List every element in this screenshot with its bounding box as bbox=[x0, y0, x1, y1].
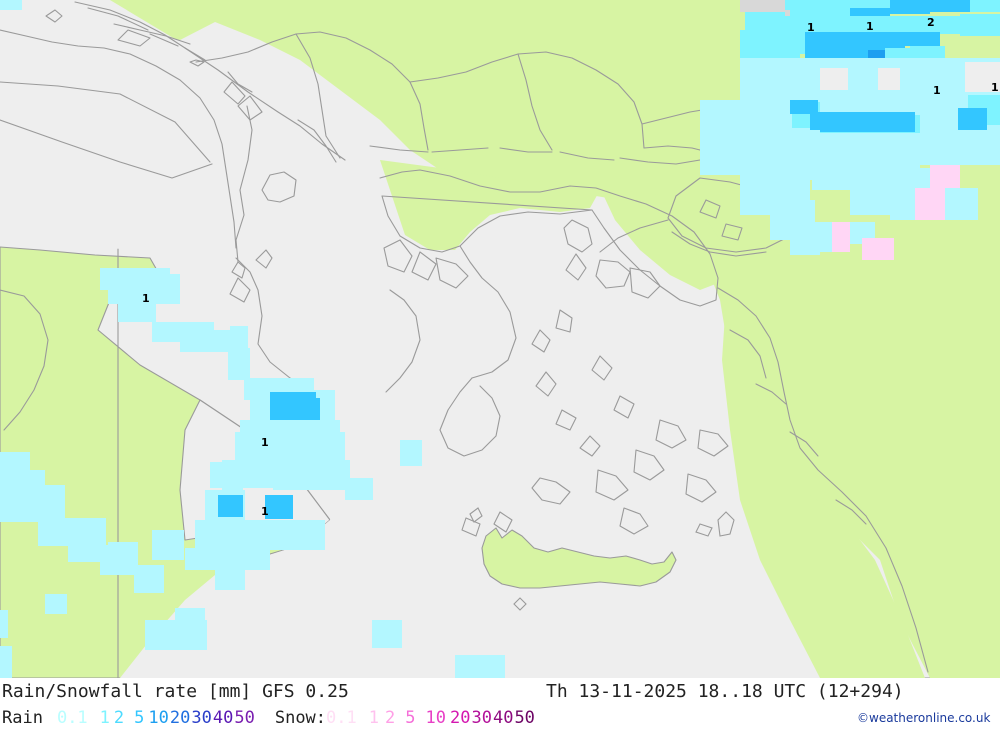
legend-step: 1 bbox=[99, 708, 110, 728]
precip-cell bbox=[790, 235, 820, 255]
legend-step: 2 bbox=[113, 708, 125, 728]
precip-cell bbox=[965, 62, 1000, 92]
precip-cell bbox=[770, 200, 815, 240]
precip-cell bbox=[175, 608, 205, 636]
precip-cell bbox=[0, 646, 12, 678]
legend-rain-label: Rain bbox=[2, 708, 43, 728]
legend-step: 10 bbox=[148, 708, 169, 728]
precip-cell bbox=[228, 348, 250, 380]
legend-step: 0.1 bbox=[326, 708, 357, 728]
legend-snow-label: Snow: bbox=[274, 708, 327, 728]
precip-value-label: 2 bbox=[927, 16, 935, 29]
precip-cell bbox=[118, 290, 156, 322]
precip-cell bbox=[185, 548, 270, 570]
precip-cell bbox=[0, 610, 8, 638]
precip-cell bbox=[180, 330, 245, 352]
precip-cell bbox=[970, 0, 1000, 12]
precip-cell bbox=[740, 58, 1000, 106]
precip-cell bbox=[222, 460, 350, 490]
legend-step: 10 bbox=[425, 708, 446, 728]
precip-cell bbox=[930, 165, 960, 190]
legend-step: 0.1 bbox=[56, 708, 88, 728]
precip-cell bbox=[850, 8, 890, 18]
legend-step: 5 bbox=[134, 708, 145, 728]
model-run-timestamp: Th 13-11-2025 18..18 UTC (12+294) bbox=[546, 681, 904, 702]
precip-cell bbox=[455, 655, 505, 678]
precip-cell bbox=[915, 188, 945, 220]
precip-cell bbox=[745, 12, 785, 34]
precip-cell bbox=[152, 530, 184, 560]
precip-cell bbox=[890, 0, 930, 14]
precipitation-legend: Rain 0.1 1 2 5 1020304050 Snow:0.1 1 2 5 10 2030405… bbox=[2, 708, 535, 728]
legend-step: 40 bbox=[212, 708, 234, 728]
legend-step: 50 bbox=[514, 708, 535, 728]
precip-value-label: 1 bbox=[807, 21, 815, 34]
legend-snow-scale: 0.1 1 2 5 10 20304050 bbox=[326, 708, 535, 728]
legend-step: 30 bbox=[191, 708, 212, 728]
precip-cell bbox=[820, 68, 848, 90]
precip-cell bbox=[215, 568, 245, 590]
precip-cell bbox=[810, 112, 915, 132]
precip-cell bbox=[372, 620, 402, 648]
precip-value-label: 1 bbox=[866, 20, 874, 33]
legend-step: 2 bbox=[385, 708, 396, 728]
legend-step: 1 bbox=[368, 708, 379, 728]
precip-cell bbox=[400, 440, 422, 466]
precip-cell bbox=[785, 16, 1000, 34]
legend-step: 40 bbox=[492, 708, 514, 728]
legend-step: 20 bbox=[169, 708, 191, 728]
precip-cell bbox=[878, 68, 900, 90]
precip-cell bbox=[68, 530, 103, 562]
precip-cell bbox=[700, 100, 746, 130]
precip-cell bbox=[850, 168, 932, 190]
map-title: Rain/Snowfall rate [mm] GFS 0.25 bbox=[2, 681, 349, 702]
precip-cell bbox=[108, 542, 138, 567]
copyright-notice: ©weatheronline.co.uk bbox=[857, 711, 991, 725]
precip-cell bbox=[700, 155, 810, 175]
precip-cell bbox=[265, 495, 293, 519]
precip-cell bbox=[740, 0, 785, 12]
legend-step: 30 bbox=[471, 708, 492, 728]
precip-cell bbox=[0, 0, 22, 10]
precip-value-label: 1 bbox=[142, 292, 150, 305]
precip-cell bbox=[958, 108, 984, 130]
precip-cell bbox=[832, 222, 850, 252]
precip-cell bbox=[255, 520, 325, 550]
precip-cell bbox=[930, 0, 970, 12]
precip-value-label: 1 bbox=[933, 84, 941, 97]
precip-cell bbox=[40, 485, 65, 523]
precip-cell bbox=[862, 238, 894, 260]
map-footer: Rain/Snowfall rate [mm] GFS 0.25 Th 13-1… bbox=[0, 678, 1000, 733]
precip-cell bbox=[345, 478, 373, 500]
precipitation-map[interactable]: 1 1 2 1 1 1 1 1 bbox=[0, 0, 1000, 678]
precip-cell bbox=[960, 14, 1000, 36]
legend-step: 5 bbox=[405, 708, 416, 728]
legend-step: 50 bbox=[234, 708, 255, 728]
precip-cell bbox=[945, 188, 978, 220]
precip-cell bbox=[134, 565, 164, 593]
precip-value-label: 1 bbox=[261, 505, 269, 518]
precip-cell bbox=[700, 130, 820, 155]
precip-cell bbox=[45, 594, 67, 614]
legend-rain-scale: 0.1 1 2 5 1020304050 bbox=[57, 708, 255, 728]
precip-cell bbox=[210, 462, 240, 488]
precip-cell bbox=[790, 100, 818, 114]
precip-value-label: 1 bbox=[261, 436, 269, 449]
precip-cell bbox=[218, 495, 243, 517]
precip-value-label: 1 bbox=[991, 81, 999, 94]
precip-cell bbox=[900, 32, 940, 46]
precip-cell bbox=[740, 30, 800, 60]
legend-step: 20 bbox=[449, 708, 471, 728]
